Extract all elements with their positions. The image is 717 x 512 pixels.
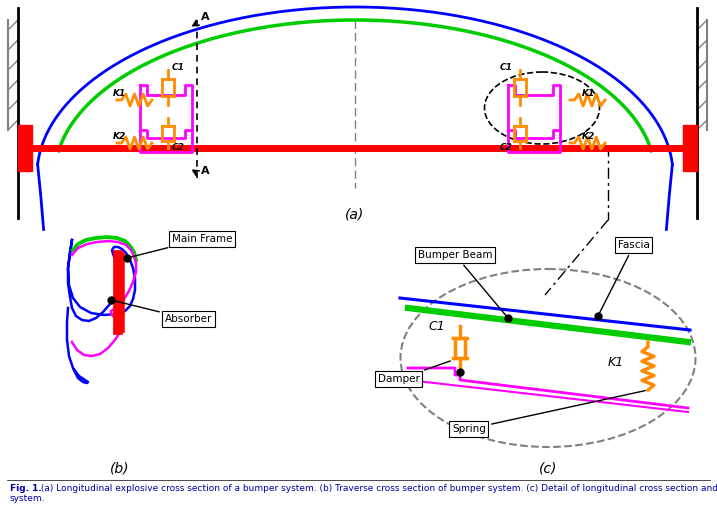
Text: (c): (c): [538, 462, 557, 476]
Text: Fascia: Fascia: [599, 240, 650, 313]
Text: system.: system.: [10, 494, 45, 503]
Text: K2: K2: [582, 132, 595, 141]
Text: K1: K1: [582, 89, 595, 98]
Text: Fig. 1.: Fig. 1.: [10, 484, 42, 493]
Text: (a): (a): [346, 208, 365, 222]
Text: C2: C2: [172, 143, 185, 152]
Text: A: A: [201, 12, 209, 22]
Bar: [683, 125, 697, 171]
Text: K2: K2: [113, 132, 126, 141]
Text: C1: C1: [172, 63, 185, 72]
Text: C1: C1: [500, 63, 513, 72]
Text: K1: K1: [608, 356, 625, 369]
Text: Main Frame: Main Frame: [130, 234, 232, 258]
Text: A: A: [201, 166, 209, 176]
Text: C2: C2: [500, 143, 513, 152]
Text: K1: K1: [113, 89, 126, 98]
Text: (a) Longitudinal explosive cross section of a bumper system. (b) Traverse cross : (a) Longitudinal explosive cross section…: [38, 484, 717, 493]
Text: Spring: Spring: [452, 391, 645, 434]
Bar: [18, 125, 32, 171]
Text: Bumper Beam: Bumper Beam: [418, 250, 506, 316]
Text: Absorber: Absorber: [114, 301, 212, 324]
Text: C1: C1: [428, 320, 445, 333]
Text: (b): (b): [110, 462, 130, 476]
Text: Damper: Damper: [378, 361, 450, 384]
